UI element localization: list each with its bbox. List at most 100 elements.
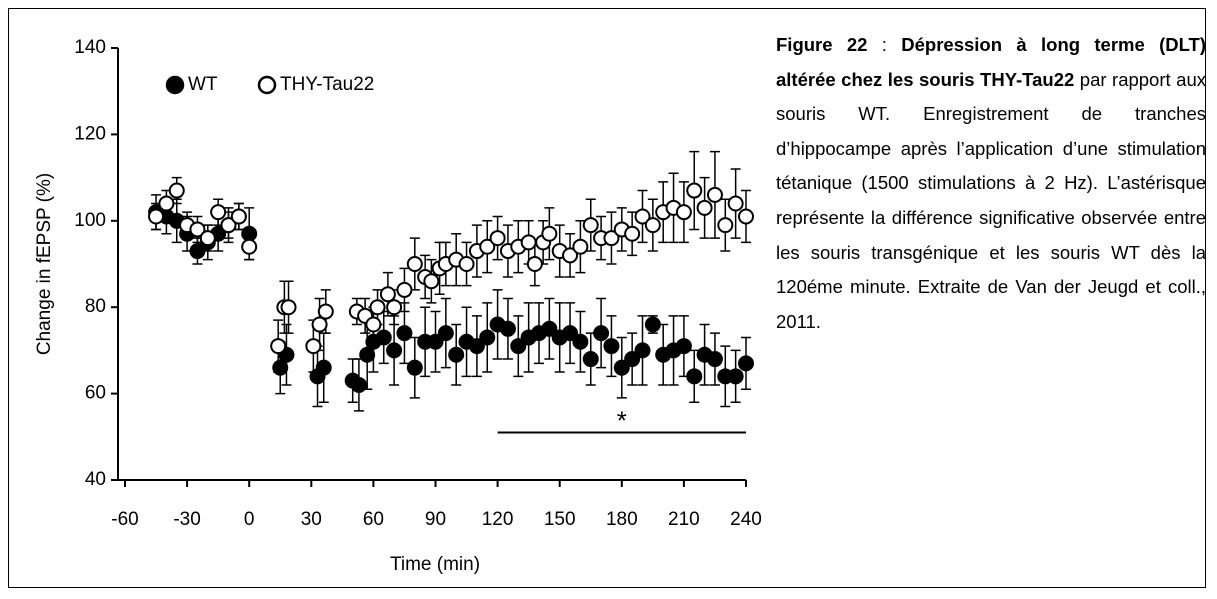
y-tick-label: 60 [85, 383, 106, 404]
y-tick-label: 100 [74, 210, 106, 231]
data-point [479, 329, 496, 346]
x-tick-label: 120 [482, 509, 514, 530]
data-point [717, 217, 734, 234]
data-point [468, 338, 485, 355]
data-point [572, 333, 589, 350]
x-axis-label: Time (min) [390, 554, 480, 575]
data-point [423, 273, 440, 290]
data-point [305, 338, 322, 355]
figure-frame [8, 8, 1206, 588]
data-point [210, 204, 227, 221]
data-point [644, 217, 661, 234]
data-point [572, 238, 589, 255]
data-point [593, 325, 610, 342]
caption-label: Figure 22 [776, 34, 868, 55]
data-point [396, 281, 413, 298]
x-tick-label: 90 [425, 509, 446, 530]
data-point [613, 359, 630, 376]
data-point [562, 325, 579, 342]
data-point [359, 346, 376, 363]
legend-marker [257, 75, 277, 95]
data-point [189, 221, 206, 238]
data-point [479, 238, 496, 255]
y-tick-label: 140 [74, 37, 106, 58]
data-point [315, 359, 332, 376]
data-point [427, 333, 444, 350]
data-point [272, 359, 289, 376]
data-point [738, 208, 754, 225]
data-point [220, 217, 237, 234]
caption-bold: Dépression à long terme (DLT) altérée ch… [776, 34, 1207, 90]
data-point [706, 186, 723, 203]
data-point [148, 208, 165, 225]
data-point [241, 238, 258, 255]
x-tick-label: 60 [363, 509, 384, 530]
legend-label: THY-Tau22 [280, 74, 374, 95]
data-point [706, 351, 723, 368]
data-point [603, 230, 620, 247]
x-tick-label: -60 [111, 509, 138, 530]
chart: Time (min) Change in fEPSP (%) 40 60 80 100… [34, 37, 762, 575]
data-point [241, 225, 258, 242]
data-point [199, 230, 216, 247]
data-point [189, 243, 206, 260]
data-point [230, 208, 247, 225]
data-point [168, 182, 185, 199]
y-tick-label: 120 [74, 123, 106, 144]
significance-label: * [617, 405, 627, 435]
data-point [406, 256, 423, 272]
data-point [541, 320, 558, 337]
data-point [675, 204, 692, 221]
y-tick-label: 80 [85, 296, 106, 317]
data-point [582, 217, 599, 234]
caption-separator: : [867, 34, 902, 55]
legend-marker [165, 75, 185, 95]
data-point [406, 359, 423, 376]
y-tick-label: 40 [85, 469, 106, 490]
data-point [738, 355, 754, 372]
data-point [158, 195, 175, 212]
x-tick-label: 150 [544, 509, 576, 530]
x-tick-label: 0 [244, 509, 255, 530]
data-point [582, 351, 599, 368]
data-point [634, 208, 651, 225]
data-point [386, 342, 403, 359]
data-point [365, 316, 382, 333]
data-point [311, 316, 328, 333]
data-point [510, 338, 527, 355]
data-point [437, 325, 454, 342]
data-point [375, 329, 392, 346]
caption-text: par rapport aux souris WT. Enregistremen… [776, 68, 1206, 332]
data-point [520, 234, 537, 251]
data-point [280, 299, 297, 316]
data-point [350, 376, 367, 393]
data-point [624, 225, 641, 242]
x-tick-label: -30 [173, 509, 200, 530]
figure-caption: Figure 22 : Dépression à long terme (DLT… [776, 28, 1206, 339]
data-point [317, 303, 334, 320]
data-point [541, 225, 558, 242]
x-tick-label: 240 [730, 509, 762, 530]
data-point [489, 230, 506, 247]
data-point [686, 182, 703, 199]
y-axis-label: Change in fEPSP (%) [34, 173, 55, 355]
data-point [448, 346, 465, 363]
data-point [386, 299, 403, 316]
data-point [603, 338, 620, 355]
data-point [634, 342, 651, 359]
data-point [369, 299, 386, 316]
data-point [624, 351, 641, 368]
data-point [458, 256, 475, 272]
data-point [727, 368, 744, 385]
data-point [499, 320, 516, 337]
data-point [644, 316, 661, 333]
data-point [270, 338, 287, 355]
x-tick-label: 210 [668, 509, 700, 530]
data-point [526, 256, 543, 272]
x-tick-label: 180 [606, 509, 638, 530]
data-point [696, 199, 713, 216]
data-point [379, 286, 396, 303]
data-point [562, 247, 579, 264]
legend-label: WT [188, 74, 218, 95]
